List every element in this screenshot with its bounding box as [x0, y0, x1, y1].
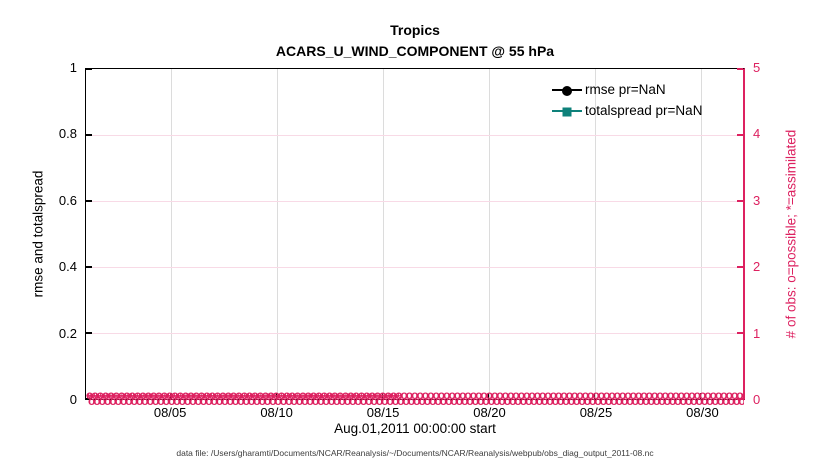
- possible-obs-markers-row: oooooooooooooooooooooooooooooooooooooooo…: [86, 391, 744, 402]
- chart-title-block: Tropics ACARS_U_WIND_COMPONENT @ 55 hPa: [85, 20, 745, 62]
- possible-obs-markers-row: oooooooooooooooooooooooooooooooooooooooo…: [88, 394, 744, 408]
- x-tick-label: 08/15: [366, 405, 400, 420]
- x-tick-mark: [381, 393, 384, 399]
- left-tick-label: 1: [69, 60, 77, 75]
- circle-marker-icon: [562, 85, 572, 96]
- right-tick-label: 3: [753, 192, 761, 208]
- legend-line-sample: [552, 85, 582, 96]
- square-marker-icon: [562, 107, 572, 116]
- y-gridline: [86, 333, 743, 334]
- legend-item: rmse pr=NaN: [552, 79, 702, 100]
- right-tick-label: 0: [753, 392, 761, 407]
- x-gridline: [488, 69, 490, 399]
- legend-line-sample: [552, 107, 582, 116]
- legend-item: totalspread pr=NaN: [552, 100, 702, 121]
- right-tick-mark: [737, 332, 743, 334]
- x-tick-label: 08/30: [686, 405, 719, 420]
- x-axis-label: Aug.01,2011 00:00:00 start: [334, 421, 496, 436]
- plot-area: [85, 68, 745, 400]
- x-tick-mark: [593, 393, 596, 399]
- left-tick-label: 0.4: [58, 259, 77, 275]
- right-tick-mark: [737, 68, 743, 70]
- obs-count-marker-band: oooooooooooooooooooooooooooooooooooooooo…: [86, 391, 744, 408]
- x-gridline: [594, 69, 596, 399]
- left-tick-mark: [86, 398, 92, 400]
- right-tick-label: 4: [753, 126, 761, 142]
- left-tick-mark: [86, 68, 92, 70]
- x-tick-mark: [275, 393, 278, 399]
- x-tick-label: 08/25: [579, 405, 613, 420]
- legend: rmse pr=NaN totalspread pr=NaN: [552, 79, 702, 121]
- right-tick-mark: [737, 398, 743, 400]
- x-gridline: [382, 69, 384, 399]
- x-tick-label: 08/10: [260, 405, 293, 420]
- y-gridline: [86, 267, 743, 268]
- x-tick-mark: [699, 393, 702, 399]
- left-tick-label: 0.8: [58, 126, 77, 142]
- right-tick-mark: [737, 134, 743, 136]
- left-y-axis-label: rmse and totalspread: [30, 170, 46, 298]
- legend-item-label: rmse pr=NaN: [585, 82, 666, 97]
- x-gridline: [700, 69, 702, 399]
- assimilated-obs-markers-row: ****************************************…: [86, 391, 401, 406]
- left-tick-mark: [86, 332, 92, 334]
- left-tick-label: 0: [69, 392, 77, 407]
- left-tick-label: 0.2: [58, 325, 77, 341]
- legend-item-label: totalspread pr=NaN: [585, 103, 703, 118]
- left-tick-label: 0.6: [58, 192, 77, 208]
- chart-title-region: Tropics: [390, 22, 440, 38]
- right-tick-mark: [737, 266, 743, 268]
- chart-title-variable: ACARS_U_WIND_COMPONENT @ 55 hPa: [275, 43, 555, 59]
- x-tick-mark: [170, 393, 172, 399]
- x-tick-label: 08/05: [153, 405, 187, 420]
- x-tick-label: 08/20: [473, 405, 506, 420]
- right-tick-label: 2: [753, 259, 761, 275]
- left-tick-mark: [86, 134, 92, 136]
- y-gridline: [86, 135, 743, 136]
- x-gridline: [170, 69, 172, 399]
- left-tick-mark: [86, 266, 92, 268]
- y-gridline: [86, 201, 743, 202]
- right-tick-label: 5: [753, 60, 761, 75]
- right-tick-label: 1: [753, 325, 761, 341]
- data-file-caption: data file: /Users/gharamti/Documents/NCA…: [176, 448, 654, 458]
- right-tick-mark: [737, 200, 743, 202]
- left-tick-mark: [86, 200, 92, 202]
- right-y-axis-label: # of obs: o=possible; *=assimilated: [783, 129, 799, 339]
- x-gridline: [276, 69, 278, 399]
- x-tick-mark: [487, 393, 490, 399]
